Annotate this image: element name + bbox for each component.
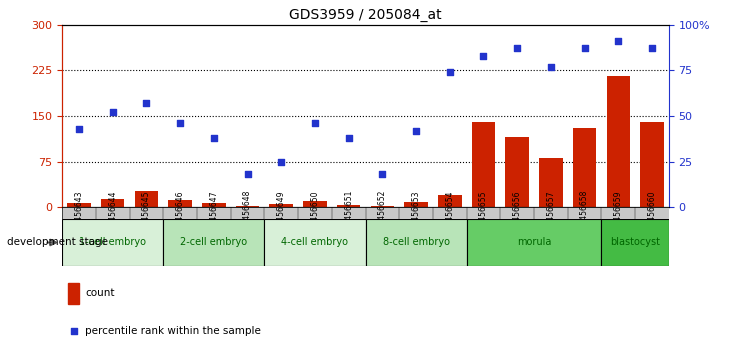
Point xyxy=(545,64,557,69)
Point xyxy=(107,109,118,115)
Text: percentile rank within the sample: percentile rank within the sample xyxy=(86,326,261,336)
Bar xyxy=(602,219,669,266)
Bar xyxy=(62,219,163,266)
Bar xyxy=(505,137,529,207)
Text: GSM456644: GSM456644 xyxy=(108,190,117,236)
Point xyxy=(376,171,388,177)
Bar xyxy=(471,122,496,207)
Bar xyxy=(303,201,327,207)
Text: GSM456656: GSM456656 xyxy=(512,190,522,236)
Text: GSM456657: GSM456657 xyxy=(546,190,556,236)
Text: GSM456647: GSM456647 xyxy=(209,190,219,236)
Point xyxy=(140,100,152,106)
Text: GSM456658: GSM456658 xyxy=(580,190,589,236)
Text: 2-cell embryo: 2-cell embryo xyxy=(181,238,247,247)
Text: GSM456646: GSM456646 xyxy=(175,190,185,236)
Text: GSM456651: GSM456651 xyxy=(344,190,353,236)
Bar xyxy=(168,200,192,207)
Text: blastocyst: blastocyst xyxy=(610,238,660,247)
Bar xyxy=(337,205,360,207)
Title: GDS3959 / 205084_at: GDS3959 / 205084_at xyxy=(289,8,442,22)
Point xyxy=(343,135,355,141)
Text: GSM456648: GSM456648 xyxy=(243,190,252,236)
Point xyxy=(73,126,85,132)
Bar xyxy=(265,219,366,266)
Point xyxy=(646,46,658,51)
Point xyxy=(444,69,455,75)
Text: GSM456654: GSM456654 xyxy=(445,190,454,236)
Text: development stage: development stage xyxy=(7,238,108,247)
Bar xyxy=(640,122,664,207)
Bar xyxy=(404,202,428,207)
Text: GSM456660: GSM456660 xyxy=(648,190,656,236)
Bar xyxy=(101,199,124,207)
Point xyxy=(511,46,523,51)
Text: 4-cell embryo: 4-cell embryo xyxy=(281,238,349,247)
Text: GSM456643: GSM456643 xyxy=(75,190,83,236)
Text: GSM456650: GSM456650 xyxy=(311,190,319,236)
Point xyxy=(477,53,489,59)
Bar xyxy=(68,283,79,303)
Bar xyxy=(235,206,260,207)
Text: GSM456645: GSM456645 xyxy=(142,190,151,236)
Point xyxy=(613,38,624,44)
Text: GSM456652: GSM456652 xyxy=(378,190,387,236)
Bar xyxy=(163,219,265,266)
Point xyxy=(579,46,591,51)
Point xyxy=(174,120,186,126)
Text: morula: morula xyxy=(517,238,551,247)
Bar xyxy=(371,206,394,207)
Bar xyxy=(67,203,91,207)
Point xyxy=(68,329,80,334)
Text: GSM456653: GSM456653 xyxy=(412,190,420,236)
Text: GSM456659: GSM456659 xyxy=(614,190,623,236)
Bar xyxy=(135,191,158,207)
Bar xyxy=(202,203,226,207)
Bar xyxy=(466,219,602,266)
Bar xyxy=(270,204,293,207)
Point xyxy=(309,120,321,126)
Point xyxy=(410,128,422,133)
Bar xyxy=(366,219,466,266)
Bar xyxy=(539,159,563,207)
Text: GSM456655: GSM456655 xyxy=(479,190,488,236)
Point xyxy=(276,159,287,164)
Point xyxy=(208,135,219,141)
Bar xyxy=(607,76,630,207)
Text: count: count xyxy=(86,289,115,298)
Point xyxy=(242,171,254,177)
Text: GSM456649: GSM456649 xyxy=(277,190,286,236)
Text: 1-cell embryo: 1-cell embryo xyxy=(79,238,146,247)
Bar xyxy=(438,195,461,207)
Text: 8-cell embryo: 8-cell embryo xyxy=(382,238,450,247)
Bar xyxy=(573,128,596,207)
